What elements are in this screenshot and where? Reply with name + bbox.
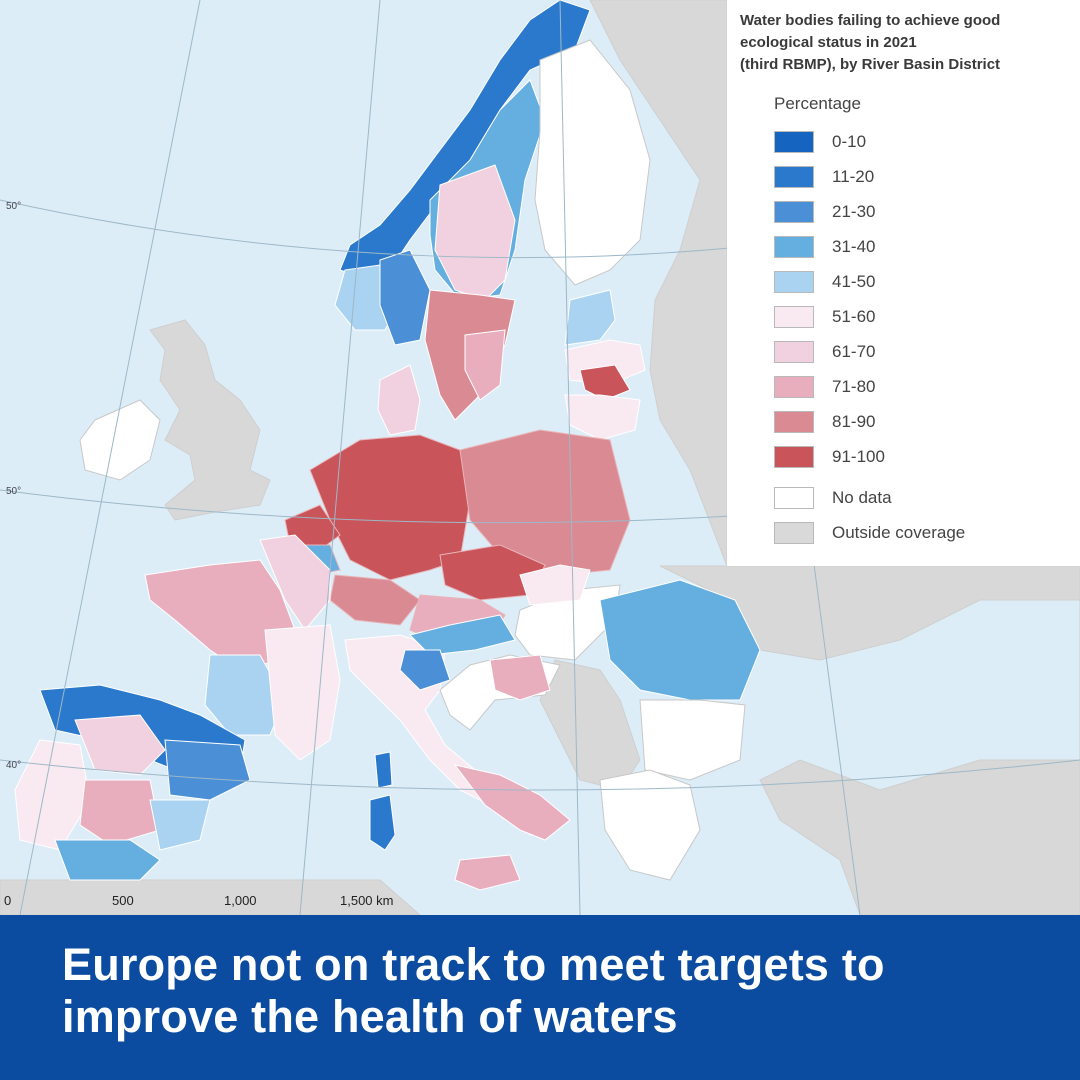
nordic-region	[334, 0, 651, 421]
scale-tick-0: 0	[4, 893, 12, 908]
legend-class-1-label: 11-20	[832, 166, 875, 186]
france	[144, 534, 341, 761]
legend-title-line-1: Water bodies failing to achieve good	[740, 12, 1001, 29]
legend-class-2-row: 21-30	[774, 194, 1080, 229]
graticule-label-2: 50°	[6, 486, 21, 497]
legend-class-3-label: 31-40	[832, 236, 876, 256]
scale-tick-500: 500	[112, 893, 134, 908]
legend-class-9-swatch	[774, 445, 814, 468]
legend-extra-0-swatch	[774, 486, 814, 509]
legend-class-8-label: 81-90	[832, 411, 876, 431]
legend-class-9-row: 91-100	[774, 439, 1080, 474]
legend-class-2-label: 21-30	[832, 201, 876, 221]
legend-class-6-label: 61-70	[832, 341, 876, 361]
scale-bar: 0 500 1,000 1,500 km	[0, 893, 420, 915]
legend-class-4-swatch	[774, 270, 814, 293]
central-europe	[284, 429, 631, 646]
legend-class-8-row: 81-90	[774, 404, 1080, 439]
legend-title-line-3: (third RBMP), by River Basin District	[740, 56, 1001, 73]
legend-title-line-2: ecological status in 2021	[740, 34, 917, 51]
legend-class-6-row: 61-70	[774, 334, 1080, 369]
legend-class-7-row: 71-80	[774, 369, 1080, 404]
legend-class-0-row: 0-10	[774, 124, 1080, 159]
headline-line-2: improve the health of waters	[62, 991, 678, 1042]
legend-class-0-label: 0-10	[832, 131, 867, 151]
legend-class-0-swatch	[774, 130, 814, 153]
legend-class-4-row: 41-50	[774, 264, 1080, 299]
denmark	[377, 364, 421, 436]
headline-line-1: Europe not on track to meet targets to	[62, 939, 885, 990]
legend-extra-1-label: Outside coverage	[832, 522, 966, 542]
legend-class-8-swatch	[774, 410, 814, 433]
legend-class-7-label: 71-80	[832, 376, 876, 396]
legend-class-7-swatch	[774, 375, 814, 398]
legend-class-6-swatch	[774, 340, 814, 363]
balkans	[599, 579, 761, 881]
southeast-central-europe	[399, 564, 621, 731]
ireland	[79, 399, 161, 481]
graticule-label-1: 50°	[6, 201, 21, 212]
legend-title: Water bodies failing to achieve good eco…	[740, 10, 1080, 76]
legend-class-3-row: 31-40	[774, 229, 1080, 264]
scale-tick-1000: 1,000	[224, 893, 257, 908]
headline-banner: Europe not on track to meet targets to i…	[0, 915, 1080, 1080]
legend-class-2-swatch	[774, 200, 814, 223]
scale-tick-1500: 1,500 km	[340, 893, 394, 908]
legend-class-1-row: 11-20	[774, 159, 1080, 194]
legend-subtitle: Percentage	[774, 94, 861, 113]
legend-class-5-row: 51-60	[774, 299, 1080, 334]
legend-extra-1-row: Outside coverage	[774, 515, 1080, 550]
legend-rows: 0-10 11-20 21-30 31-40 41-50 51-60 61-70 71-80 8…	[740, 124, 1080, 550]
legend-class-5-label: 51-60	[832, 306, 876, 326]
outside-coverage-land	[0, 0, 1080, 915]
legend-extra-1-swatch	[774, 521, 814, 544]
legend-class-4-label: 41-50	[832, 271, 876, 291]
legend-class-1-swatch	[774, 165, 814, 188]
graticule-label-3: 40°	[6, 760, 21, 771]
legend-extra-0-row: No data	[774, 480, 1080, 515]
legend-class-5-swatch	[774, 305, 814, 328]
map-legend: Water bodies failing to achieve good eco…	[727, 0, 1080, 566]
legend-extra-0-label: No data	[832, 487, 892, 507]
legend-class-9-label: 91-100	[832, 446, 885, 466]
legend-class-3-swatch	[774, 235, 814, 258]
baltic-states	[564, 289, 646, 441]
headline: Europe not on track to meet targets to i…	[62, 939, 1080, 1043]
